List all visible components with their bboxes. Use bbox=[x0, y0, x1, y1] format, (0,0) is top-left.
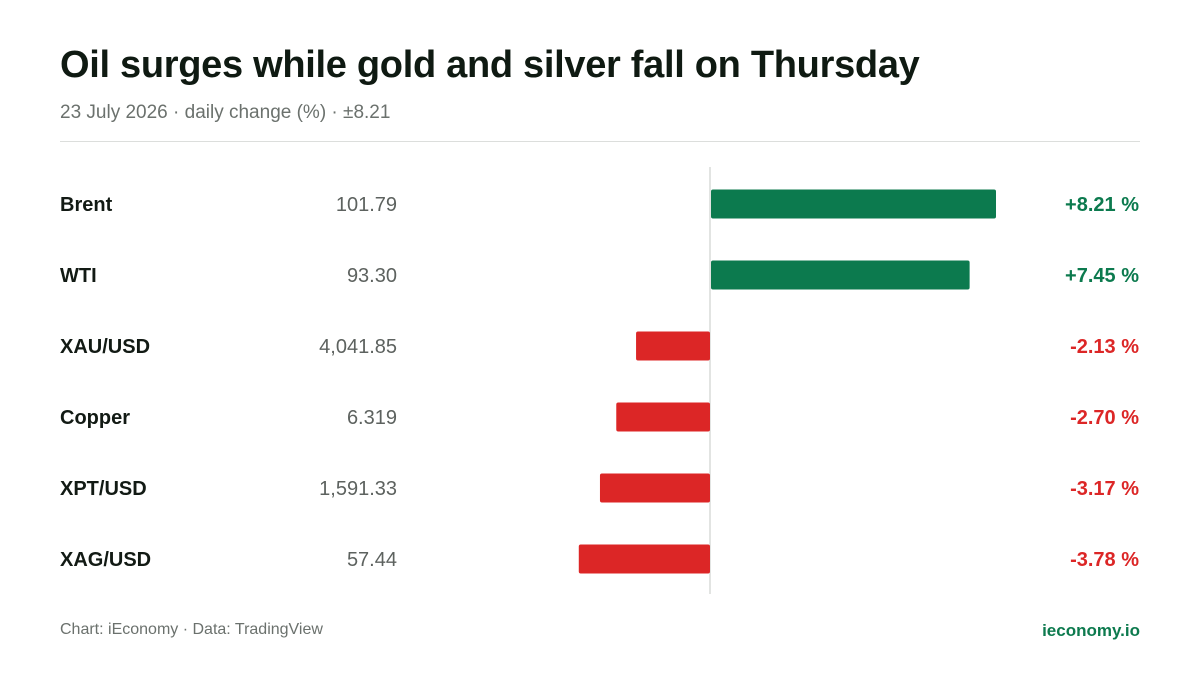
value-label: +8.21 % bbox=[1065, 194, 1139, 216]
chart-title: Oil surges while gold and silver fall on… bbox=[60, 44, 920, 86]
value-label: -2.70 % bbox=[1070, 407, 1139, 429]
header-divider bbox=[60, 141, 1140, 142]
brand-link[interactable]: ieconomy.io bbox=[1042, 621, 1140, 640]
category-label: XAG/USD bbox=[60, 549, 151, 571]
price-label: 57.44 bbox=[347, 549, 397, 571]
value-label: +7.45 % bbox=[1065, 265, 1139, 287]
price-label: 101.79 bbox=[336, 194, 397, 216]
bar bbox=[599, 473, 710, 503]
bar bbox=[636, 331, 710, 361]
price-label: 6.319 bbox=[347, 407, 397, 429]
category-label: WTI bbox=[60, 265, 97, 287]
bar bbox=[616, 402, 710, 432]
category-label: XPT/USD bbox=[60, 478, 147, 500]
price-label: 4,041.85 bbox=[319, 336, 397, 358]
chart-subtitle: 23 July 2026 · daily change (%) · ±8.21 bbox=[60, 102, 391, 123]
bar bbox=[578, 544, 710, 574]
bar bbox=[711, 260, 970, 290]
category-label: XAU/USD bbox=[60, 336, 150, 358]
source-note: Chart: iEconomy · Data: TradingView bbox=[60, 621, 323, 638]
category-label: Copper bbox=[60, 407, 130, 429]
value-label: -3.17 % bbox=[1070, 478, 1139, 500]
bar bbox=[711, 189, 996, 219]
price-label: 93.30 bbox=[347, 265, 397, 287]
value-label: -2.13 % bbox=[1070, 336, 1139, 358]
category-label: Brent bbox=[60, 194, 113, 216]
price-label: 1,591.33 bbox=[319, 478, 397, 500]
value-label: -3.78 % bbox=[1070, 549, 1139, 571]
